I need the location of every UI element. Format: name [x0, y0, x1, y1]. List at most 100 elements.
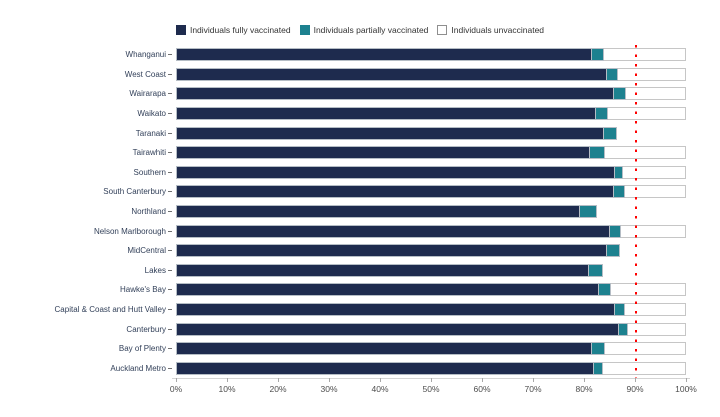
bar-segment-partially-vaccinated: [587, 263, 603, 277]
y-axis-tick: [168, 269, 172, 271]
bar-segment-unvaccinated: [625, 185, 686, 199]
x-axis-tick: [380, 378, 381, 382]
bar-stack: [176, 244, 686, 258]
bar-row: Capital & Coast and Hutt Valley: [0, 300, 720, 320]
bar-segment-partially-vaccinated: [608, 224, 622, 238]
y-axis-label: Hawke's Bay: [120, 285, 166, 295]
bar-segment-unvaccinated: [604, 48, 686, 62]
legend-item-unvaccinated: Individuals unvaccinated: [437, 25, 544, 35]
bar-row: Tairawhiti: [0, 143, 720, 163]
bar-stack: [176, 185, 686, 199]
bar-stack: [176, 48, 686, 62]
x-axis-tick-label: 30%: [320, 384, 338, 394]
y-axis-label: Whanganui: [125, 50, 166, 60]
y-axis-label: Northland: [131, 207, 166, 217]
bar-row: Whanganui: [0, 45, 720, 65]
x-axis-tick-label: 0%: [169, 384, 183, 394]
x-axis: 0% 10% 20% 30% 40% 50% 60% 70% 80% 90% 100%: [170, 378, 697, 398]
bar-stack: [176, 146, 686, 160]
y-axis-label: Waikato: [137, 109, 166, 119]
y-axis-tick: [168, 93, 172, 95]
y-axis-tick: [168, 191, 172, 193]
bar-segment-fully-vaccinated: [176, 146, 590, 160]
bar-stack: [176, 67, 686, 81]
y-axis-label: South Canterbury: [103, 187, 166, 197]
x-axis-tick: [227, 378, 228, 382]
y-axis-tick: [168, 152, 172, 154]
bar-segment-unvaccinated: [618, 67, 686, 81]
chart-rows: Whanganui West Coast Wairarapa Waikato Taran…: [0, 45, 720, 378]
bar-stack: [176, 205, 686, 219]
bar-segment-fully-vaccinated: [176, 224, 609, 238]
y-axis-tick: [168, 250, 172, 252]
bar-stack: [176, 361, 686, 375]
y-axis-tick: [168, 289, 172, 291]
bar-segment-fully-vaccinated: [176, 185, 613, 199]
bar-stack: [176, 126, 686, 140]
x-axis-tick-label: 50%: [422, 384, 440, 394]
y-axis-label: Auckland Metro: [110, 363, 166, 373]
y-axis-label: MidCentral: [127, 246, 166, 256]
bar-segment-unvaccinated: [626, 87, 686, 101]
legend-swatch-partially-icon: [299, 25, 310, 35]
bar-row: Southern: [0, 163, 720, 183]
y-axis-label: Taranaki: [135, 128, 166, 138]
bar-segment-unvaccinated: [623, 165, 686, 179]
bar-segment-partially-vaccinated: [589, 146, 605, 160]
legend-label: Individuals unvaccinated: [451, 25, 545, 35]
bar-row: Auckland Metro: [0, 359, 720, 379]
x-axis-tick: [584, 378, 585, 382]
bar-segment-partially-vaccinated: [613, 87, 627, 101]
bar-stack: [176, 107, 686, 121]
bar-segment-unvaccinated: [604, 342, 686, 356]
bar-segment-fully-vaccinated: [176, 126, 604, 140]
bar-segment-partially-vaccinated: [591, 342, 605, 356]
x-axis-tick-label: 70%: [524, 384, 542, 394]
y-axis-tick: [168, 54, 172, 56]
x-axis-tick-label: 20%: [269, 384, 287, 394]
bar-row: Wairarapa: [0, 84, 720, 104]
y-axis-tick: [168, 309, 172, 311]
bar-stack: [176, 283, 686, 297]
y-axis-label: Nelson Marlborough: [93, 226, 166, 236]
bar-segment-fully-vaccinated: [176, 322, 619, 336]
bar-stack: [176, 224, 686, 238]
bar-segment-unvaccinated: [610, 283, 686, 297]
bar-segment-partially-vaccinated: [590, 48, 605, 62]
x-axis-tick-label: 60%: [473, 384, 491, 394]
x-axis-tick-label: 100%: [675, 384, 697, 394]
y-axis-tick: [168, 328, 172, 330]
bar-row: Northland: [0, 202, 720, 222]
bar-segment-partially-vaccinated: [614, 303, 625, 317]
y-axis-tick: [168, 132, 172, 134]
bar-stack: [176, 165, 686, 179]
legend-item-partially: Individuals partially vaccinated: [299, 25, 429, 35]
bar-segment-partially-vaccinated: [614, 165, 624, 179]
bar-stack: [176, 303, 686, 317]
y-axis-tick: [168, 348, 172, 350]
x-axis-tick: [278, 378, 279, 382]
x-axis-tick-label: 40%: [371, 384, 389, 394]
bar-row: South Canterbury: [0, 182, 720, 202]
bar-row: Taranaki: [0, 123, 720, 143]
y-axis-label: Bay of Plenty: [118, 344, 166, 354]
y-axis-tick: [168, 113, 172, 115]
y-axis-label: Southern: [133, 167, 166, 177]
y-axis-tick: [168, 367, 172, 369]
bar-segment-partially-vaccinated: [606, 67, 619, 81]
x-axis-tick-label: 90%: [626, 384, 644, 394]
bar-row: Canterbury: [0, 319, 720, 339]
bar-stack: [176, 322, 686, 336]
bar-segment-fully-vaccinated: [176, 165, 615, 179]
x-axis-tick: [533, 378, 534, 382]
bar-segment-unvaccinated: [604, 146, 686, 160]
y-axis-label: Canterbury: [126, 324, 166, 334]
legend: Individuals fully vaccinated Individuals…: [0, 25, 720, 35]
legend-label: Individuals partially vaccinated: [313, 25, 429, 35]
bar-segment-fully-vaccinated: [176, 342, 592, 356]
bar-stack: [176, 263, 686, 277]
bar-stack: [176, 342, 686, 356]
bar-segment-partially-vaccinated: [598, 283, 611, 297]
legend-swatch-unvaccinated-icon: [437, 25, 448, 35]
